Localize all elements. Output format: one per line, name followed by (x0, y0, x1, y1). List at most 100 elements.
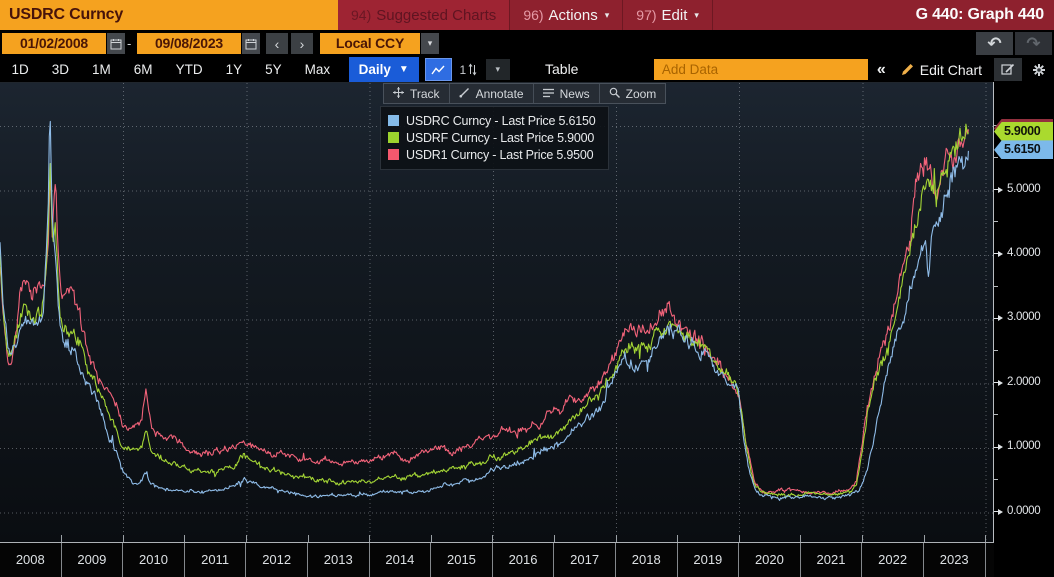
crosshair-icon (393, 86, 410, 101)
tool-label: Zoom (625, 86, 657, 101)
x-boundary-tick (985, 535, 987, 542)
y-minor-tick (994, 221, 998, 223)
y-major-tick (994, 511, 999, 512)
y-minor-tick (994, 478, 998, 480)
chevron-down-icon: ▾ (604, 9, 610, 20)
range-tab-1m[interactable]: 1M (92, 62, 111, 77)
graph-function-title: G 440: Graph 440 (915, 6, 1045, 23)
range-tab-1d[interactable]: 1D (11, 62, 29, 77)
x-boundary-tick (492, 535, 494, 542)
line-chart-icon (431, 65, 445, 74)
date-range-bar: 01/02/2008 - 09/08/2023 ‹ › Local CCY ▾ … (0, 30, 1054, 57)
redo-button[interactable]: ↷ (1015, 32, 1052, 55)
price-series-canvas (0, 83, 993, 543)
chevron-down-icon[interactable]: ▾ (421, 33, 439, 54)
menu-number: 96) (523, 7, 544, 23)
menu-suggested-charts[interactable]: 94) Suggested Charts (338, 0, 511, 30)
y-axis-label: 1.0000 (1007, 440, 1041, 453)
pencil-icon (901, 64, 913, 75)
y-minor-tick (994, 350, 998, 351)
tool-label: News (559, 86, 590, 101)
prev-period-button[interactable]: ‹ (266, 33, 288, 54)
chevron-down-icon: ▾ (495, 64, 501, 74)
y-axis-label: 0.0000 (1007, 504, 1041, 517)
year-label: 2010 (123, 543, 185, 577)
year-label: 2016 (493, 543, 555, 577)
calendar-icon[interactable] (107, 33, 125, 54)
x-boundary-tick (61, 535, 63, 542)
period-dropdown[interactable]: Daily ▼ (348, 57, 419, 82)
pencil-icon (459, 87, 476, 101)
tool-news[interactable]: News (534, 84, 600, 103)
last-price-tag: 5.9000 (994, 122, 1053, 142)
y-tick-arrow-icon (998, 379, 1003, 386)
range-tab-6m[interactable]: 6M (133, 62, 153, 77)
x-axis-year-band: 2008 2009 2010 2011 2012 2013 2014 2015 2016 2017… (0, 542, 994, 577)
year-label: 2008 (0, 543, 62, 577)
tool-label: Track (410, 86, 440, 101)
more-chart-types-dropdown[interactable]: ▾ (485, 59, 510, 80)
normalize-button[interactable]: 1 (455, 59, 482, 80)
y-tick-arrow-icon (998, 508, 1003, 515)
menu-actions[interactable]: 96) Actions ▾ (510, 0, 624, 30)
y-major-tick (994, 446, 999, 448)
legend-label: USDR1 Curncy - Last Price 5.9500 (406, 147, 594, 162)
chevron-down-icon: ▾ (694, 9, 699, 20)
legend-label: USDRC Curncy - Last Price 5.6150 (406, 113, 596, 128)
x-boundary-tick (245, 535, 247, 542)
chart-tool-strip: Track Annotate News Zoom (383, 83, 667, 104)
year-label: 2014 (370, 543, 432, 577)
range-tab-max[interactable]: Max (304, 62, 331, 77)
tool-label: Annotate (475, 86, 524, 101)
ticker-field[interactable]: USDRC Curncy (0, 0, 338, 30)
date-to-field[interactable]: 09/08/2023 (137, 33, 241, 54)
undo-button[interactable]: ↶ (976, 32, 1013, 55)
currency-mode-select[interactable]: Local CCY (320, 33, 420, 54)
y-major-tick (994, 189, 999, 190)
x-boundary-tick (615, 535, 617, 542)
chart-annotation-settings-button[interactable] (994, 58, 1022, 81)
series-line-usdrf (0, 123, 969, 498)
add-data-input[interactable]: Add Data (653, 59, 868, 80)
tool-track[interactable]: Track (384, 84, 450, 103)
year-label: 2013 (308, 543, 370, 577)
tool-zoom[interactable]: Zoom (600, 84, 666, 103)
date-from-field[interactable]: 01/02/2008 (2, 33, 106, 54)
y-minor-tick (994, 156, 998, 158)
y-tick-arrow-icon (998, 444, 1003, 451)
range-tab-ytd[interactable]: YTD (175, 62, 203, 77)
range-tab-1y[interactable]: 1Y (225, 62, 243, 77)
toolbar-right-cluster: Add Data « Edit Chart (653, 57, 1052, 82)
legend-row[interactable]: USDR1 Curncy - Last Price 5.9500 (388, 146, 596, 163)
date-range-separator: - (127, 36, 132, 51)
legend-row[interactable]: USDRC Curncy - Last Price 5.6150 (388, 112, 596, 129)
year-label: 2011 (185, 543, 247, 577)
collapse-panel-button[interactable]: « (876, 60, 886, 78)
x-boundary-tick (677, 535, 679, 542)
calendar-icon[interactable] (242, 33, 260, 54)
menu-number: 97) (636, 7, 657, 23)
line-chart-type-button[interactable] (424, 58, 452, 81)
range-tab-3d[interactable]: 3D (51, 62, 70, 77)
next-period-button[interactable]: › (291, 33, 313, 54)
y-axis-label: 3.0000 (1007, 311, 1041, 324)
menu-label: Suggested Charts (376, 6, 497, 24)
x-boundary-tick (738, 535, 740, 542)
search-icon (609, 87, 626, 101)
menu-edit[interactable]: 97) Edit ▾ (623, 0, 713, 30)
edit-chart-button[interactable]: Edit Chart (895, 62, 988, 78)
chevron-down-icon: ▼ (398, 64, 409, 75)
range-tab-5y[interactable]: 5Y (265, 62, 282, 77)
legend-row[interactable]: USDRF Curncy - Last Price 5.9000 (388, 129, 596, 146)
y-major-tick (994, 382, 999, 384)
table-view-button[interactable]: Table (545, 61, 579, 77)
year-label: 2020 (739, 543, 801, 577)
y-axis: 5.00004.00003.00002.00001.00000.00005.95… (993, 82, 1054, 542)
year-label: 2018 (616, 543, 678, 577)
gear-icon[interactable] (1026, 58, 1052, 81)
y-axis-label: 4.0000 (1007, 246, 1041, 259)
x-boundary-tick (553, 535, 555, 542)
y-minor-tick (994, 285, 998, 287)
year-label: 2023 (924, 543, 986, 577)
tool-annotate[interactable]: Annotate (450, 84, 534, 103)
